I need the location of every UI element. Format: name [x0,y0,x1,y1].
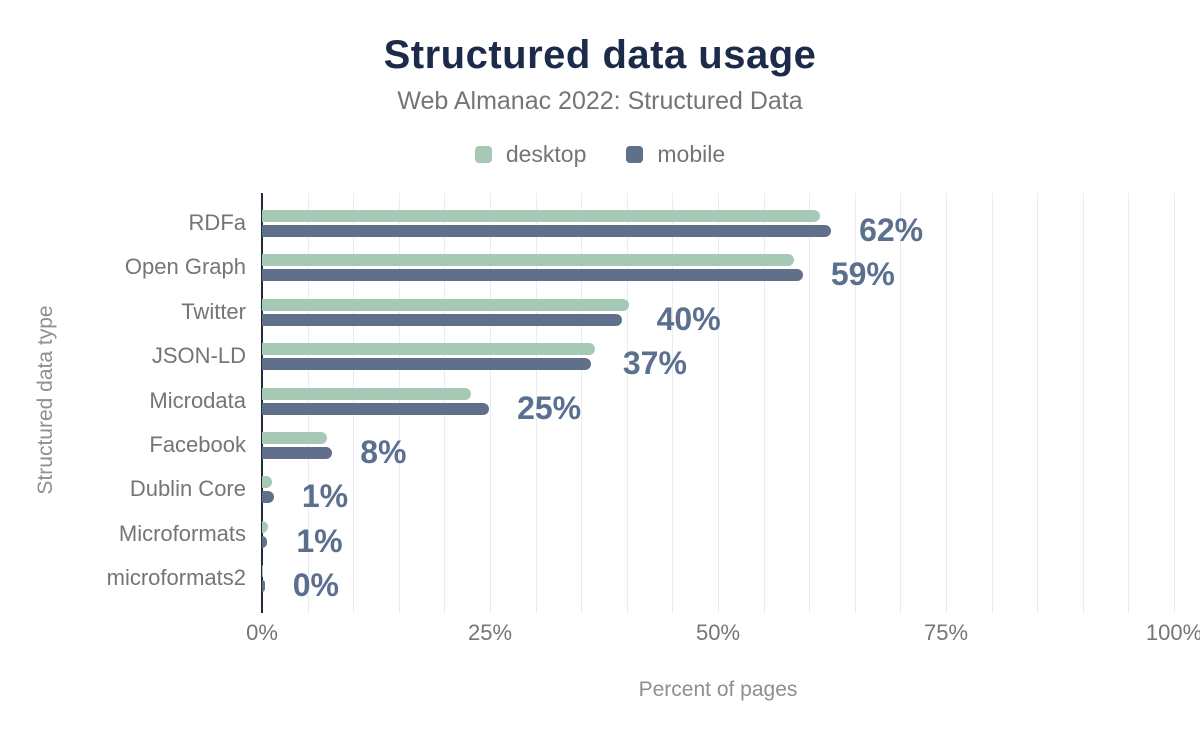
gridline [626,193,628,613]
chart-subtitle: Web Almanac 2022: Structured Data [397,87,803,115]
x-tick-label: 100% [1145,620,1200,645]
legend: desktop mobile [0,140,1200,168]
value-label: 1% [301,478,349,515]
chart-title: Structured data usage [383,33,817,77]
bar-desktop [262,432,327,444]
bar-desktop [262,254,794,267]
gridline [900,193,902,613]
legend-item-desktop: desktop [474,140,587,168]
gridline [581,193,583,613]
bar-desktop [262,565,263,578]
legend-label: mobile [657,140,726,167]
y-axis-title: Structured data type [34,305,57,495]
gridline [1128,193,1130,613]
value-label: 37% [622,345,687,382]
gridline [718,193,719,613]
gridline [854,193,856,613]
gridline [809,193,811,613]
x-axis-title: Percent of pages [638,678,798,701]
bar-mobile [262,491,274,504]
category-label: RDFa [188,210,246,235]
value-label: 40% [656,300,721,337]
gridline [1037,193,1039,613]
gridline [490,193,491,613]
value-label: 62% [859,212,924,248]
bar-mobile [262,358,592,371]
bar-desktop [262,298,629,311]
x-tick-label: 50% [695,620,741,645]
gridline [946,193,947,613]
gridline [1174,193,1175,613]
category-label: Open Graph [124,254,246,280]
category-label: Microdata [149,387,246,413]
bar-desktop [262,343,595,356]
value-label: 1% [296,522,343,559]
value-label: 8% [360,434,407,470]
bar-mobile [262,313,623,326]
bar-mobile [262,225,832,237]
bar-mobile [262,402,490,415]
category-label: Twitter [181,298,246,324]
bar-desktop [262,387,471,400]
category-label: Microformats [118,520,246,546]
x-tick-label: 25% [467,620,513,645]
bar-desktop [262,210,821,222]
bar-desktop [262,520,269,533]
legend-swatch-mobile-icon [626,145,644,163]
category-label: Facebook [149,432,246,457]
category-label: Dublin Core [129,476,246,502]
bar-desktop [262,476,273,489]
gridline [672,193,674,613]
bar-mobile [262,580,265,593]
legend-swatch-desktop-icon [474,145,492,163]
gridline [535,193,537,613]
value-label: 59% [830,256,895,293]
legend-label: desktop [505,140,587,167]
gridline [1082,193,1084,613]
bar-mobile [262,447,333,459]
bar-mobile [262,269,803,282]
gridline [991,193,993,613]
bar-mobile [262,535,267,548]
x-tick-label: 0% [246,620,278,645]
value-label: 25% [517,389,582,426]
category-label: microformats2 [106,565,246,591]
legend-item-mobile: mobile [626,141,725,168]
gridline [763,193,765,613]
category-label: JSON-LD [151,343,246,369]
value-label: 0% [292,567,339,604]
x-tick-label: 75% [923,620,969,645]
